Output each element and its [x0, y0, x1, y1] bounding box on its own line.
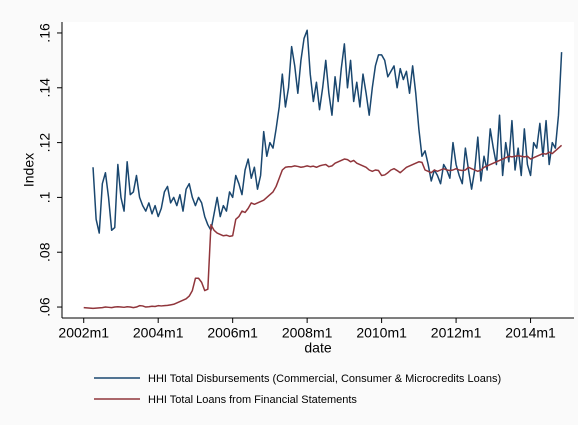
x-tick-label: 2010m1 [356, 325, 407, 341]
series-line [83, 144, 563, 310]
legend-label: HHI Total Disbursements (Commercial, Con… [148, 373, 501, 385]
legend-label: HHI Total Loans from Financial Statement… [148, 394, 357, 406]
y-tick-label: .06 [37, 297, 53, 317]
y-tick-label: .08 [37, 242, 53, 262]
series-line [92, 29, 563, 234]
y-tick-label: .16 [37, 23, 53, 43]
x-tick-label: 2006m1 [207, 325, 258, 341]
y-tick-label: .12 [37, 133, 53, 153]
x-tick-label: 2004m1 [133, 325, 184, 341]
x-tick-label: 2014m1 [505, 325, 556, 341]
x-tick-label: 2008m1 [282, 325, 333, 341]
y-tick-label: .1 [37, 191, 53, 203]
y-axis-label: Index [21, 153, 37, 187]
x-tick-label: 2012m1 [431, 325, 482, 341]
y-tick-label: .14 [37, 78, 53, 98]
x-axis-label: date [304, 340, 331, 356]
plot-area [62, 22, 574, 318]
x-tick-label: 2002m1 [58, 325, 109, 341]
